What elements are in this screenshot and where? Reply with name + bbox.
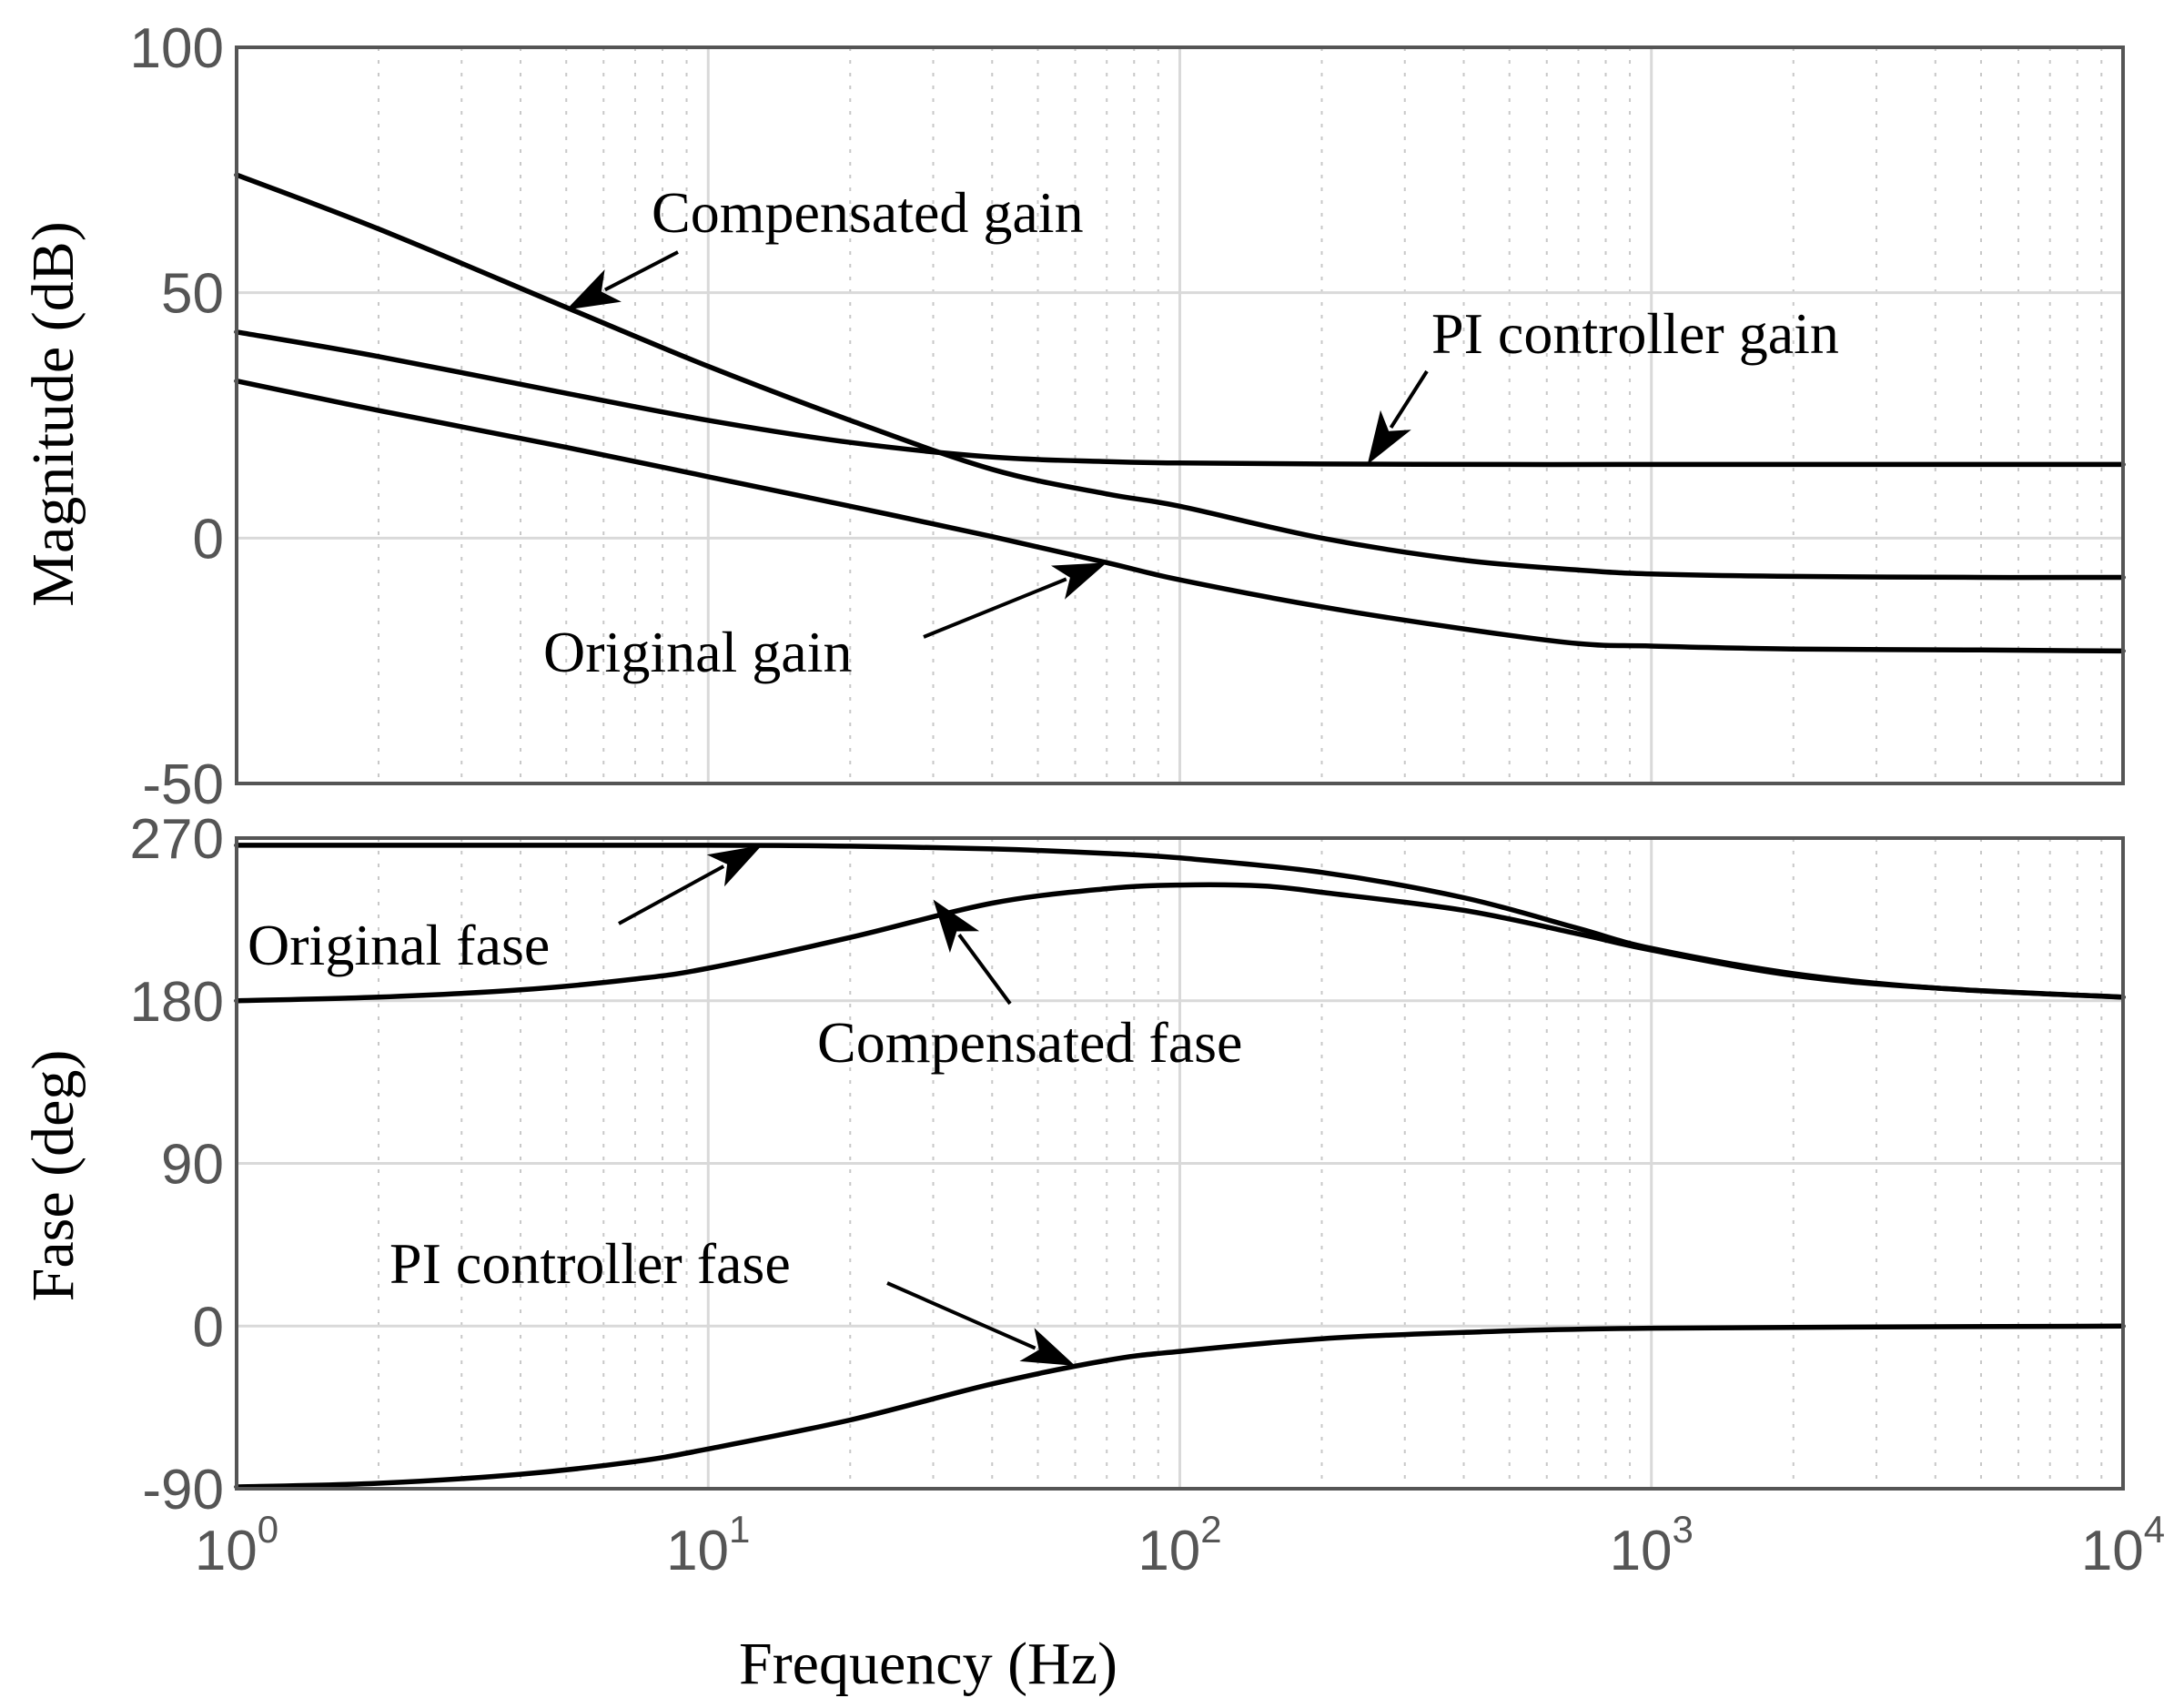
y-tick-label-phase: 0: [193, 1296, 224, 1359]
arrow-line-compensated-fase: [957, 933, 1012, 1006]
frame-layer: [235, 45, 2125, 1491]
arrow-line-pi-controller-fase: [886, 1281, 1036, 1350]
series-original-gain: [234, 378, 2126, 654]
annotation-pi-controller-fase: PI controller fase: [389, 1231, 791, 1296]
x-axis-label: Frequency (Hz): [739, 1631, 1117, 1697]
y-tick-label-magnitude: 100: [130, 17, 224, 80]
y-tick-label-magnitude: -50: [142, 753, 224, 816]
arrow-head-compensated-fase: [933, 899, 980, 954]
annotation-original-gain: Original gain: [543, 620, 852, 684]
y-tick-label-magnitude: 0: [193, 508, 224, 571]
grid-layer: [237, 47, 2123, 1489]
y-tick-label-phase: 180: [130, 971, 224, 1034]
arrow-head-original-gain: [1051, 562, 1107, 600]
arrow-head-original-fase: [706, 844, 763, 887]
series-pi-controller-gain: [234, 329, 2126, 468]
series-compensated-gain: [234, 172, 2126, 581]
y-tick-label-magnitude: 50: [161, 263, 224, 326]
annotation-original-fase: Original fase: [248, 913, 550, 977]
axes-frame-phase: [235, 836, 2125, 1491]
x-tick-label: 104: [2081, 1508, 2165, 1582]
y-axis-label-phase: Fase (deg): [20, 1050, 86, 1302]
y-tick-label-phase: -90: [142, 1459, 224, 1521]
arrow-head-pi-controller-fase: [1019, 1328, 1076, 1366]
annotation-pi-controller-gain: PI controller gain: [1431, 301, 1839, 366]
x-tick-label: 101: [666, 1508, 750, 1582]
arrow-head-pi-controller-gain: [1367, 409, 1411, 465]
x-tick-label: 100: [195, 1508, 278, 1582]
arrow-head-compensated-gain: [566, 269, 622, 310]
series-compensated-fase: [234, 882, 2126, 1004]
arrow-line-pi-controller-gain: [1389, 369, 1429, 430]
axes-frame-magnitude: [235, 45, 2125, 785]
curves-layer: [234, 172, 2126, 1490]
x-tick-label: 102: [1138, 1508, 1221, 1582]
series-pi-controller-fase: [234, 1323, 2126, 1490]
arrow-line-original-fase: [618, 864, 725, 925]
arrow-line-compensated-gain: [603, 250, 679, 292]
y-tick-label-phase: 90: [161, 1134, 224, 1197]
annotation-compensated-gain: Compensated gain: [652, 180, 1084, 245]
y-tick-label-phase: 270: [130, 808, 224, 871]
annotations-layer: Compensated gain PI controller gain Origin…: [248, 180, 1839, 1366]
x-tick-label: 103: [1610, 1508, 1694, 1582]
y-axis-label-magnitude: Magnitude (dB): [20, 221, 86, 606]
annotation-compensated-fase: Compensated fase: [817, 1010, 1242, 1075]
arrow-line-original-gain: [923, 577, 1067, 639]
